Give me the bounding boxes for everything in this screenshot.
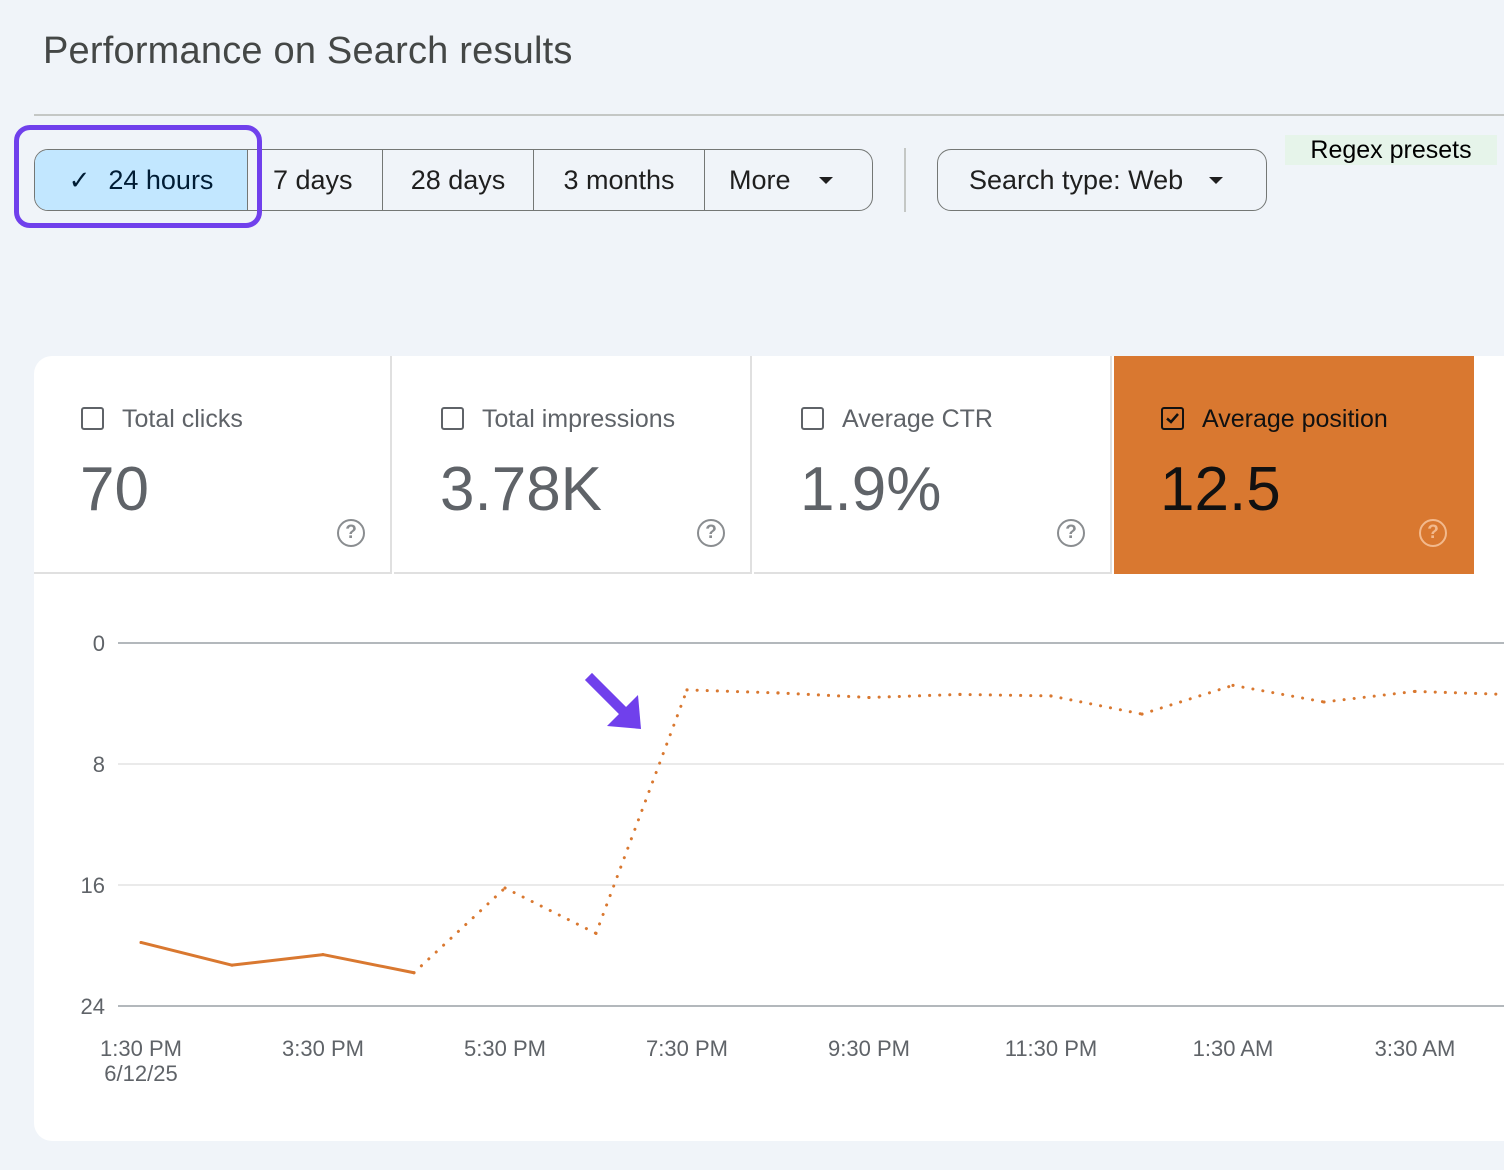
data-point — [867, 695, 871, 699]
series-segment — [867, 692, 962, 699]
date-range-filter: ✓ 24 hours 7 days 28 days 3 months More — [34, 149, 873, 211]
metric-label: Total clicks — [122, 405, 243, 433]
data-point — [776, 691, 780, 695]
x-tick-label: 5:30 PM — [464, 1036, 546, 1061]
checkbox-checked-icon[interactable] — [1161, 407, 1184, 430]
x-tick-label: 3:30 PM — [282, 1036, 364, 1061]
date-option-more[interactable]: More — [704, 150, 872, 210]
x-date-label: 6/12/25 — [104, 1061, 177, 1086]
data-point — [503, 886, 507, 890]
x-tick-label: 3:30 AM — [1375, 1036, 1456, 1061]
series-segment — [1413, 689, 1504, 696]
date-option-28-days[interactable]: 28 days — [382, 150, 533, 210]
y-tick-label: 0 — [93, 631, 105, 656]
arrow-drop-down-icon — [818, 176, 833, 184]
series-segment — [958, 692, 1053, 698]
help-circle-icon[interactable]: ? — [1057, 519, 1085, 547]
data-point — [1413, 689, 1417, 693]
x-tick-label: 9:30 PM — [828, 1036, 910, 1061]
arrow-annotation-icon — [584, 672, 641, 729]
x-tick-label: 1:30 AM — [1193, 1036, 1274, 1061]
series-segment — [1049, 694, 1144, 716]
check-icon: ✓ — [68, 164, 91, 195]
data-point — [230, 963, 234, 967]
toolbar-divider — [904, 148, 906, 212]
metric-average-ctr[interactable]: Average CTR 1.9% ? — [754, 356, 1112, 574]
help-circle-icon[interactable]: ? — [1419, 519, 1447, 547]
series-segment — [1140, 683, 1235, 716]
y-tick-label: 8 — [93, 752, 105, 777]
series-segment — [139, 940, 234, 967]
data-point — [958, 692, 962, 696]
date-option-label: 28 days — [410, 164, 506, 195]
search-type-dropdown[interactable]: Search type: Web — [937, 149, 1267, 211]
position-chart: 0 8 16 24 1:30 PM 3:30 PM 5:30 PM 7:30 PM 9:30 P… — [81, 631, 1504, 1086]
data-point — [321, 953, 325, 957]
series-segment — [594, 688, 689, 935]
help-circle-icon[interactable]: ? — [697, 519, 725, 547]
x-tick-label: 7:30 PM — [646, 1036, 728, 1061]
x-tick-label: 1:30 PM — [100, 1036, 182, 1061]
title-divider — [34, 114, 1504, 116]
y-tick-label: 16 — [81, 873, 105, 898]
performance-card: Total clicks 70 ? Total impressions 3.78… — [34, 356, 1504, 1141]
series-segment — [1231, 683, 1326, 704]
series-segment — [230, 953, 325, 967]
date-option-label: 7 days — [273, 164, 353, 195]
date-option-label: 24 hours — [108, 164, 214, 195]
data-point — [1140, 712, 1144, 716]
series-segment — [321, 953, 416, 975]
data-point — [139, 940, 143, 944]
checkbox-icon[interactable] — [441, 407, 464, 430]
series-segment — [776, 691, 871, 699]
regex-presets-button[interactable]: Regex presets — [1285, 135, 1497, 165]
metric-value: 3.78K — [440, 455, 603, 524]
help-circle-icon[interactable]: ? — [337, 519, 365, 547]
series-segment — [685, 688, 780, 695]
x-tick-label: 11:30 PM — [1005, 1036, 1098, 1061]
metric-total-clicks[interactable]: Total clicks 70 ? — [34, 356, 392, 574]
checkbox-icon[interactable] — [81, 407, 104, 430]
search-type-label: Search type: Web — [969, 164, 1184, 195]
metric-value: 1.9% — [800, 455, 942, 524]
date-option-7-days[interactable]: 7 days — [247, 150, 382, 210]
data-point — [685, 688, 689, 692]
arrow-drop-down-icon — [1209, 176, 1224, 184]
metric-label: Average position — [1202, 405, 1388, 433]
data-point — [594, 931, 598, 935]
date-option-label: 3 months — [563, 164, 675, 195]
more-label: More — [729, 164, 791, 195]
metric-average-position[interactable]: Average position 12.5 ? — [1114, 356, 1474, 574]
checkbox-icon[interactable] — [801, 407, 824, 430]
metric-label: Total impressions — [482, 405, 676, 433]
date-option-24-hours[interactable]: ✓ 24 hours — [35, 150, 247, 210]
data-point — [1231, 683, 1235, 687]
series-segment — [1322, 689, 1417, 704]
metric-value: 12.5 — [1160, 455, 1281, 524]
metric-label: Average CTR — [842, 405, 993, 433]
series-segment — [412, 886, 507, 975]
metric-total-impressions[interactable]: Total impressions 3.78K ? — [394, 356, 752, 574]
metric-value: 70 — [80, 455, 149, 524]
date-option-3-months[interactable]: 3 months — [533, 150, 704, 210]
data-point — [1322, 700, 1326, 704]
y-tick-label: 24 — [81, 994, 105, 1019]
data-point — [412, 971, 416, 975]
data-point — [1049, 694, 1053, 698]
page-title: Performance on Search results — [43, 30, 573, 72]
series-segment — [503, 886, 598, 935]
